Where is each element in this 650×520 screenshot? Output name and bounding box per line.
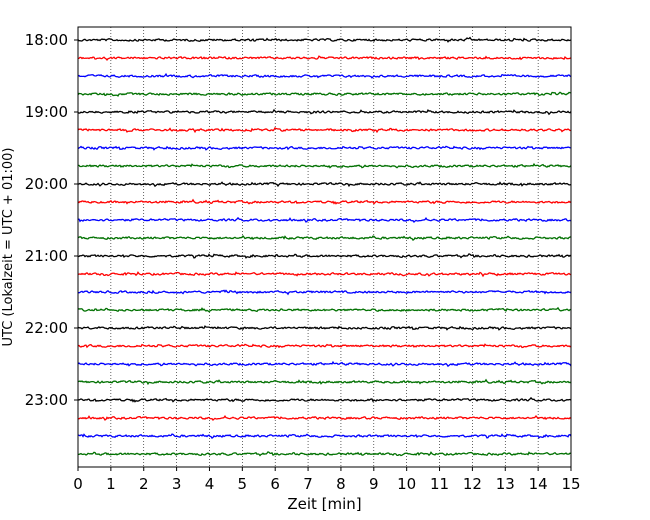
x-tick-label: 13: [496, 475, 515, 493]
trace-1800: [77, 36, 572, 43]
y-tick-label: 20:00: [25, 175, 68, 193]
x-tick-label: 7: [303, 475, 313, 493]
trace-1930: [77, 145, 572, 151]
trace-2045: [77, 234, 572, 241]
x-tick-label: 10: [397, 475, 416, 493]
x-tick-label: 9: [369, 475, 379, 493]
trace-1945: [77, 162, 572, 169]
trace-1845: [77, 91, 572, 97]
x-tick-label: 12: [463, 475, 482, 493]
y-tick-label: 21:00: [25, 247, 68, 265]
x-gridlines: [110, 27, 539, 467]
x-tick-label: 6: [270, 475, 280, 493]
trace-2130: [77, 289, 572, 296]
plot-frame: [77, 26, 572, 468]
y-tick-label: 22:00: [25, 319, 68, 337]
x-tick-label: 1: [106, 475, 116, 493]
x-tick-label: 4: [205, 475, 215, 493]
y-tick-label: 23:00: [25, 391, 68, 409]
x-tick-label: 2: [139, 475, 149, 493]
trace-2000: [77, 181, 572, 188]
trace-1915: [77, 127, 572, 134]
trace-2345: [77, 451, 572, 457]
trace-2200: [77, 325, 572, 331]
trace-2145: [77, 306, 572, 313]
y-tick-label: 18:00: [25, 31, 68, 49]
trace-2300: [77, 396, 572, 403]
trace-2115: [77, 271, 572, 278]
x-tick-label: 3: [172, 475, 182, 493]
x-tick-label: 11: [430, 475, 449, 493]
x-axis: 0 1 2 3 4 5 6 7 8 9 10 11 12 13 14 15: [73, 467, 581, 493]
x-tick-label: 14: [529, 475, 548, 493]
trace-2230: [77, 360, 572, 368]
trace-2315: [77, 414, 572, 421]
x-tick-label: 8: [336, 475, 346, 493]
y-tick-label: 19:00: [25, 103, 68, 121]
trace-2015: [77, 198, 572, 205]
x-tick-label: 0: [73, 475, 83, 493]
x-axis-label: Zeit [min]: [287, 495, 361, 513]
seismic-traces: [77, 36, 572, 457]
plot-background: [78, 27, 571, 467]
trace-2215: [77, 343, 572, 349]
y-axis-label: UTC (Lokalzeit = UTC + 01:00): [1, 148, 16, 347]
x-tick-label: 5: [238, 475, 248, 493]
trace-1830: [77, 72, 572, 79]
trace-2030: [77, 216, 572, 223]
x-tick-label: 15: [561, 475, 580, 493]
trace-2330: [77, 433, 572, 439]
trace-1815: [77, 55, 572, 62]
trace-2245: [77, 378, 572, 386]
trace-1900: [77, 108, 572, 116]
y-axis: 18:00 19:00 20:00 21:00 22:00 23:00: [25, 31, 78, 409]
trace-2100: [77, 253, 572, 259]
